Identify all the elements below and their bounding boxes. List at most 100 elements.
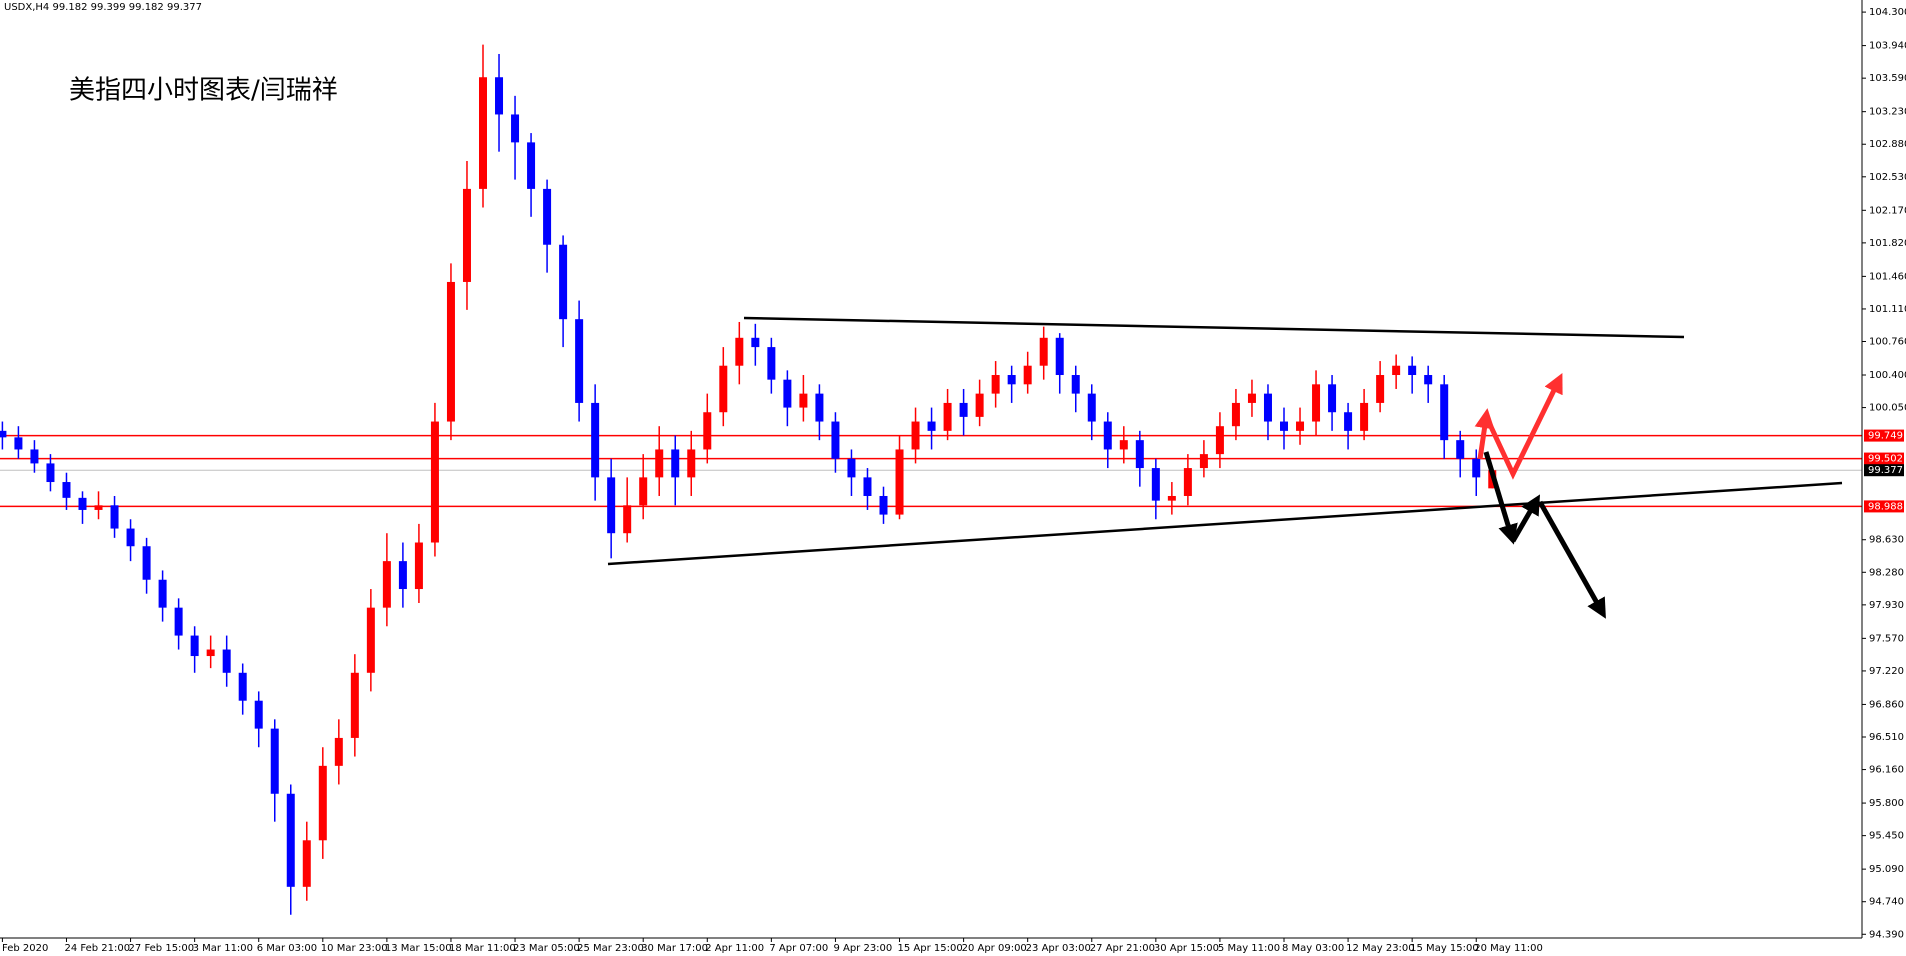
- candle-body: [639, 477, 648, 506]
- price-level-label: 99.502: [1868, 454, 1903, 465]
- candle-body: [222, 649, 231, 673]
- candle-body: [1376, 375, 1385, 403]
- y-tick-label: 98.630: [1869, 535, 1904, 546]
- x-tick-label: 12 May 23:00: [1346, 943, 1415, 954]
- header: USDX,H4 99.182 99.399 99.182 99.377: [4, 2, 202, 13]
- y-tick-label: 94.740: [1869, 897, 1904, 908]
- x-tick-label: 2 Apr 11:00: [705, 943, 764, 954]
- y-tick-label: 95.450: [1869, 831, 1904, 842]
- candle-body: [110, 505, 119, 529]
- candle-body: [78, 497, 87, 510]
- y-tick-label: 98.280: [1869, 567, 1904, 578]
- candle-body: [1344, 412, 1353, 431]
- candle-body: [30, 449, 39, 464]
- x-tick-label: 24 Feb 21:00: [64, 943, 130, 954]
- candle-body: [1023, 365, 1032, 385]
- candle-body: [751, 337, 760, 348]
- candle-body: [1456, 440, 1465, 459]
- candle-body: [126, 528, 135, 547]
- candle-body: [1103, 421, 1112, 450]
- candle-body: [382, 561, 391, 608]
- candle-body: [607, 477, 616, 534]
- candle-body: [206, 649, 215, 657]
- candle-body: [366, 607, 375, 673]
- x-tick-label: 8 May 03:00: [1282, 943, 1344, 954]
- candle-body: [767, 347, 776, 380]
- y-tick-label: 97.570: [1869, 633, 1904, 644]
- resistance-trendline: [743, 316, 1685, 339]
- x-tick-label: 23 Apr 03:00: [1026, 943, 1091, 954]
- y-tick-label: 101.110: [1869, 304, 1906, 315]
- chart-title: 美指四小时图表/闫瑞祥: [69, 76, 338, 106]
- y-tick-label: 97.220: [1869, 666, 1904, 677]
- candle-body: [959, 402, 968, 417]
- current-price-label: 99.377: [1868, 465, 1903, 476]
- y-tick-label: 102.530: [1869, 172, 1906, 183]
- candle-body: [895, 449, 904, 515]
- candle-body: [479, 77, 487, 189]
- candle-body: [1280, 421, 1288, 431]
- candle-body: [430, 421, 439, 543]
- candle-body: [1183, 468, 1192, 496]
- x-tick-label: 9 Apr 23:00: [833, 943, 892, 954]
- x-tick-label: 25 Mar 23:00: [577, 943, 644, 954]
- candle-body: [1135, 440, 1144, 469]
- candle-body: [799, 393, 808, 408]
- y-tick-label: 101.820: [1869, 238, 1906, 249]
- candle-body: [863, 477, 872, 496]
- candle-body: [719, 365, 728, 413]
- x-tick-label: Feb 2020: [2, 943, 48, 954]
- x-tick-label: 27 Feb 15:00: [129, 943, 195, 954]
- y-tick-label: 100.050: [1869, 403, 1906, 414]
- candle-body: [270, 728, 279, 794]
- candle-body: [46, 463, 55, 483]
- y-tick-label: 102.170: [1869, 205, 1906, 216]
- candle-body: [911, 421, 920, 450]
- y-tick-label: 104.300: [1869, 7, 1906, 18]
- y-tick-label: 101.460: [1869, 271, 1906, 282]
- x-tick-label: 15 May 15:00: [1410, 943, 1479, 954]
- candle-body: [350, 672, 359, 738]
- candle-body: [975, 393, 984, 417]
- candle-body: [414, 542, 423, 590]
- candle-body: [879, 495, 888, 515]
- price-level-tag: [1864, 429, 1904, 442]
- candle-body: [1247, 393, 1256, 403]
- candle-body: [1440, 384, 1449, 441]
- candle-body: [527, 142, 536, 189]
- candle-body: [703, 412, 712, 450]
- candle-body: [1472, 458, 1481, 478]
- candle-body: [815, 393, 824, 422]
- candle-body: [1087, 393, 1096, 422]
- y-tick-label: 100.760: [1869, 337, 1906, 348]
- candle-body: [927, 421, 936, 431]
- candle-body: [559, 244, 568, 320]
- y-tick-label: 94.390: [1869, 929, 1904, 940]
- candle-body: [462, 188, 471, 282]
- y-tick-label: 96.860: [1869, 699, 1904, 710]
- x-tick-label: 6 Mar 03:00: [257, 943, 317, 954]
- candle-body: [847, 458, 856, 478]
- candle-body: [174, 607, 183, 636]
- candle-body: [1231, 402, 1240, 427]
- y-tick-label: 95.800: [1869, 798, 1904, 809]
- x-tick-label: 20 May 11:00: [1474, 943, 1543, 954]
- x-tick-label: 20 Apr 09:00: [962, 943, 1027, 954]
- candle-body: [1007, 375, 1016, 385]
- candle-body: [398, 561, 407, 590]
- candle-body: [254, 700, 263, 729]
- candle-body: [1408, 365, 1417, 376]
- candle-body: [1392, 365, 1401, 376]
- candles: [0, 44, 1497, 915]
- support-trendline: [607, 481, 1843, 566]
- black-arrow: [1510, 494, 1541, 543]
- candle-body: [943, 402, 952, 431]
- candle-body: [623, 505, 632, 534]
- candle-body: [543, 188, 552, 245]
- candle-body: [1296, 421, 1305, 431]
- candle-body: [286, 793, 295, 887]
- candle-body: [671, 449, 680, 478]
- candle-body: [1071, 375, 1080, 394]
